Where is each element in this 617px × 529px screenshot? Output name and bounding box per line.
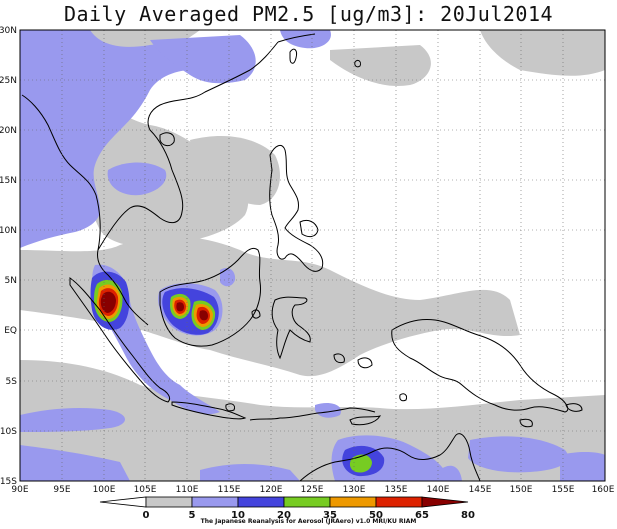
colorbar-label: 10	[231, 510, 245, 521]
lat-tick: 15N	[0, 176, 17, 186]
lat-tick: 30N	[0, 26, 17, 36]
lat-tick: 20N	[0, 126, 17, 136]
colorbar-label: 50	[369, 510, 383, 521]
colorbar-segment-20-35	[237, 496, 285, 508]
lon-tick: 90E	[11, 485, 28, 495]
plot-frame	[19, 29, 606, 482]
map-title: Daily Averaged PM2.5 [ug/m3]: 20Jul2014	[63, 2, 554, 26]
lon-tick: 145E	[469, 485, 492, 495]
graticule	[20, 30, 605, 481]
lat-tick: 5S	[6, 377, 18, 387]
colorbar-segment-0-5	[99, 496, 147, 508]
lon-tick: 120E	[260, 485, 283, 495]
colorbar-label: 20	[277, 510, 291, 521]
colorbar-label: 35	[323, 510, 337, 521]
colorbar-segment-65-80	[375, 496, 423, 508]
colorbar-segment-10-20	[191, 496, 239, 508]
lat-tick: 10N	[0, 226, 17, 236]
lon-axis: 90E 95E 100E 105E 110E 115E 120E 125E 13…	[11, 485, 614, 495]
lon-tick: 110E	[176, 485, 199, 495]
concentration-field	[20, 30, 605, 481]
colorbar-label: 80	[461, 510, 475, 521]
lon-tick: 160E	[592, 485, 615, 495]
lat-tick: 5N	[5, 276, 17, 286]
lat-tick: 25N	[0, 76, 17, 86]
lon-tick: 135E	[385, 485, 408, 495]
lat-axis: 30N 25N 20N 15N 10N 5N EQ 5S 10S 15S	[0, 26, 17, 487]
lon-tick: 155E	[552, 485, 575, 495]
lat-tick: EQ	[4, 326, 17, 336]
lon-tick: 150E	[510, 485, 533, 495]
colorbar-segment-35-50	[283, 496, 331, 508]
coastlines	[21, 33, 583, 481]
colorbar-segment-above-80	[421, 496, 469, 508]
lon-tick: 100E	[93, 485, 116, 495]
lon-tick: 95E	[53, 485, 70, 495]
lon-tick: 130E	[343, 485, 366, 495]
lon-tick: 105E	[134, 485, 157, 495]
data-source-credit: The Japanese Reanalysis for Aerosol (JRA…	[200, 518, 417, 525]
lat-tick: 10S	[0, 427, 17, 437]
colorbar-segment-5-10	[145, 496, 193, 508]
colorbar-segment-50-65	[329, 496, 377, 508]
lon-tick: 140E	[427, 485, 450, 495]
colorbar-label: 0	[143, 510, 150, 521]
lon-tick: 125E	[301, 485, 324, 495]
lat-tick: 15S	[0, 477, 17, 487]
pm25-band-above-80	[100, 291, 208, 321]
colorbar-label: 65	[415, 510, 429, 521]
colorbar-label: 5	[189, 510, 196, 521]
lon-tick: 115E	[218, 485, 241, 495]
colorbar: 0 5 10 20 35 50 65 80	[99, 496, 475, 521]
